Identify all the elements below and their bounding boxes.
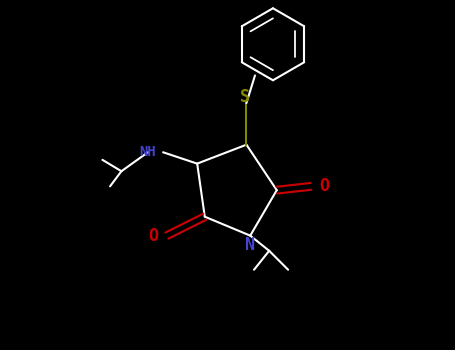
Text: S: S <box>239 88 249 106</box>
Text: O: O <box>149 227 159 245</box>
Text: N: N <box>245 236 255 254</box>
Text: NH: NH <box>140 145 157 159</box>
Text: O: O <box>319 177 329 195</box>
